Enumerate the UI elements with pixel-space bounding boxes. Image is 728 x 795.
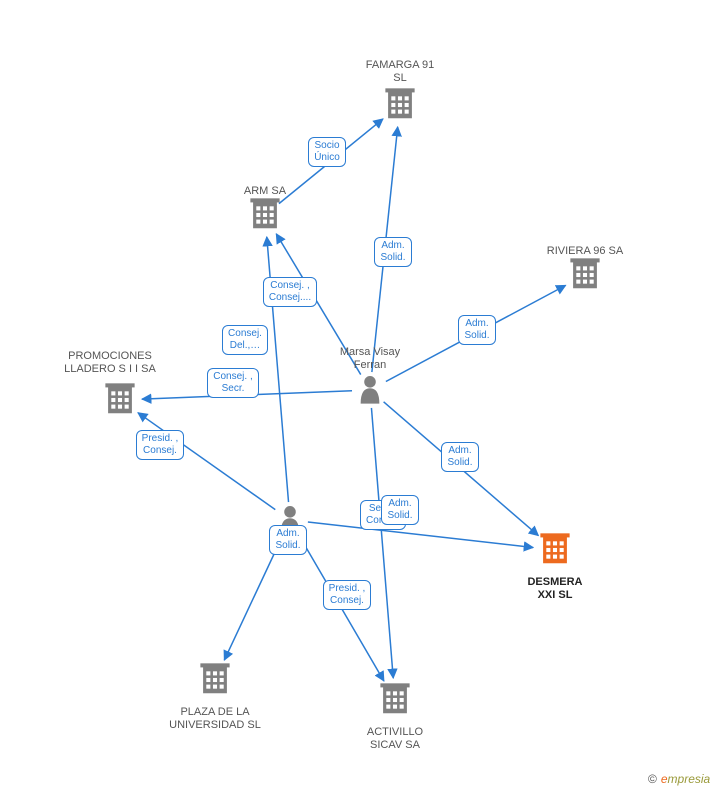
edge-label: Consej. , Consej.... bbox=[263, 277, 317, 307]
edge bbox=[371, 408, 393, 678]
company-icon[interactable] bbox=[540, 533, 569, 563]
company-icon[interactable] bbox=[250, 198, 279, 228]
company-icon[interactable] bbox=[200, 663, 229, 693]
edge-label: Presid. , Consej. bbox=[323, 580, 372, 610]
edge bbox=[308, 522, 533, 548]
company-icon[interactable] bbox=[385, 88, 414, 118]
copyright: © empresia bbox=[648, 772, 710, 786]
edge-label: Adm. Solid. bbox=[381, 495, 418, 525]
copyright-symbol: © bbox=[648, 772, 657, 786]
edge bbox=[138, 413, 275, 510]
edge-label: Adm. Solid. bbox=[374, 237, 411, 267]
edge-label: Adm. Solid. bbox=[458, 315, 495, 345]
edge-label: Socio Único bbox=[308, 137, 346, 167]
edge-label: Consej. Del.,… bbox=[222, 325, 268, 355]
company-icon[interactable] bbox=[570, 258, 599, 288]
network-canvas bbox=[0, 0, 728, 795]
edge-label: Presid. , Consej. bbox=[136, 430, 185, 460]
edge-label: Adm. Solid. bbox=[441, 442, 478, 472]
edge-label: Adm. Solid. bbox=[269, 525, 306, 555]
person-icon[interactable] bbox=[361, 376, 380, 404]
edge-label: Consej. , Secr. bbox=[207, 368, 258, 398]
company-icon[interactable] bbox=[380, 683, 409, 713]
copyright-text: empresia bbox=[661, 772, 710, 786]
company-icon[interactable] bbox=[105, 383, 134, 413]
